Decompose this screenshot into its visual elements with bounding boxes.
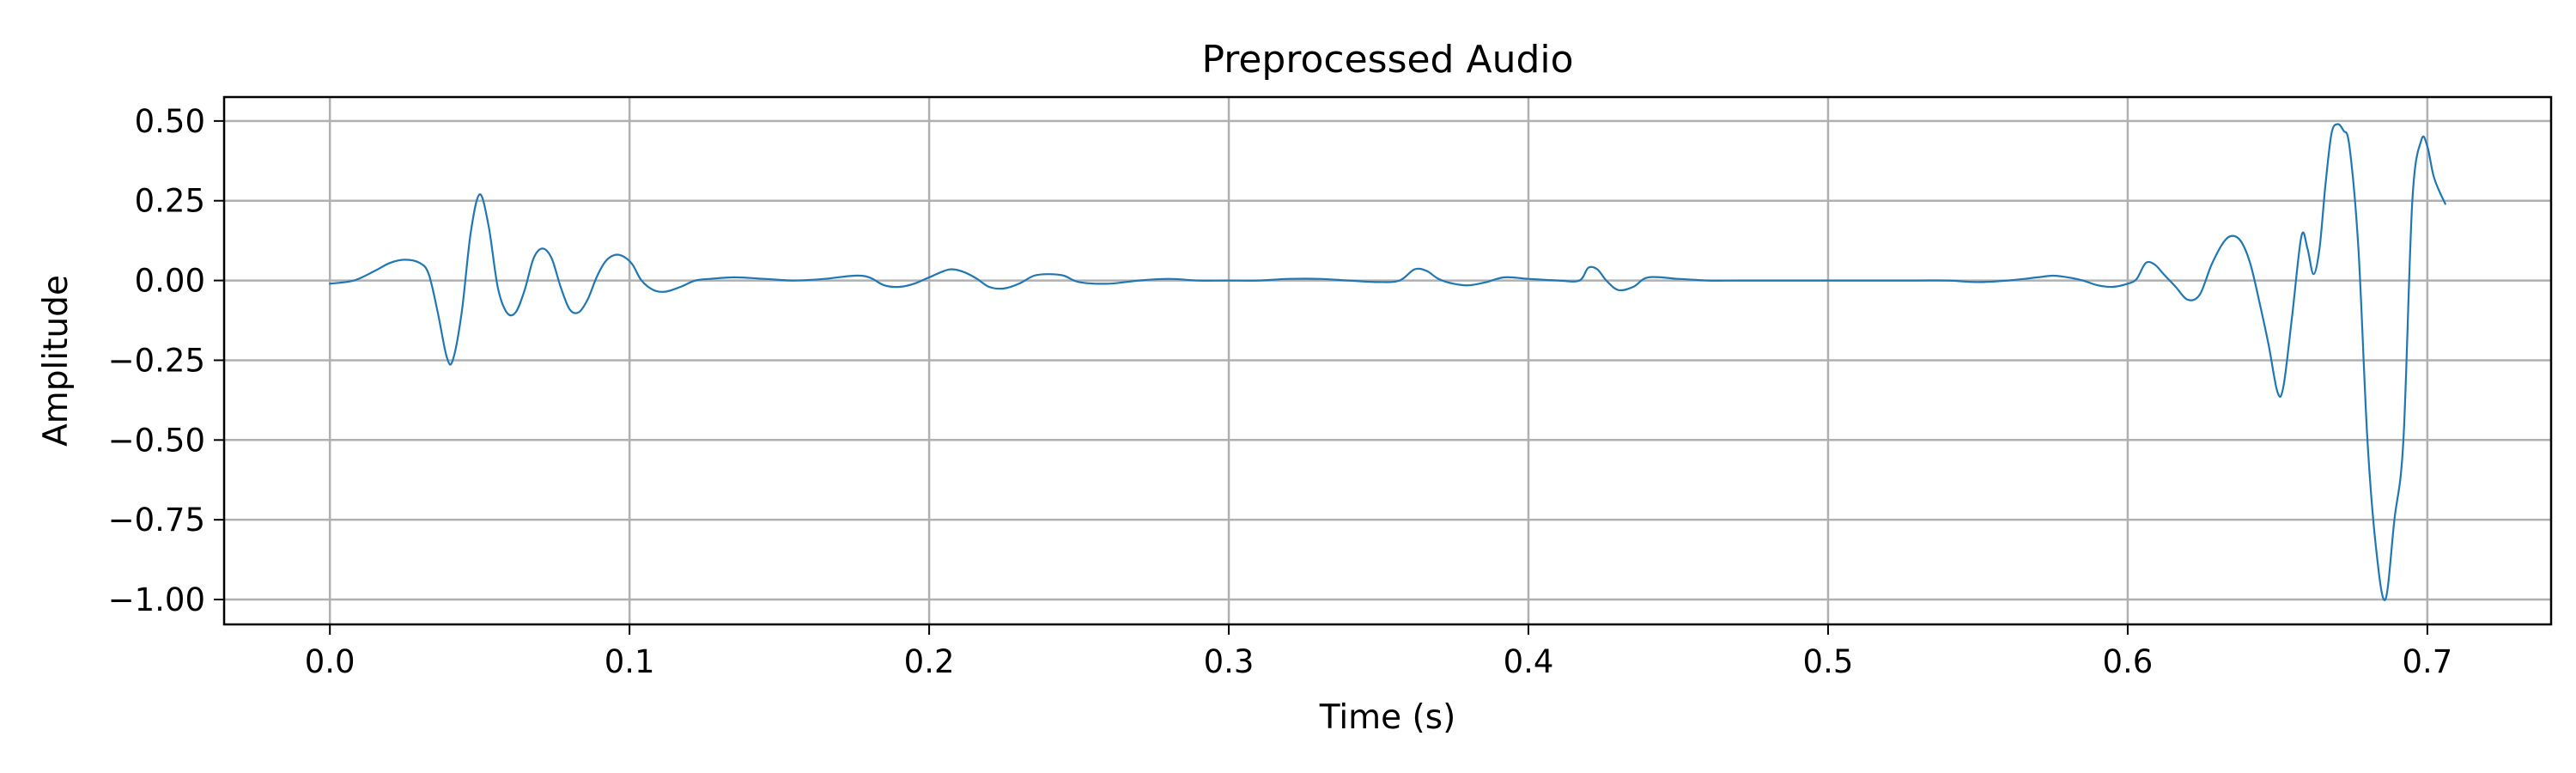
y-tick-label: −0.75 xyxy=(108,502,205,539)
series-line xyxy=(329,123,2446,601)
y-axis-label: Amplitude xyxy=(37,275,76,447)
series-layer xyxy=(329,123,2446,601)
x-tick-label: 0.4 xyxy=(1504,643,1554,680)
x-tick-label: 0.5 xyxy=(1803,643,1854,680)
grid xyxy=(224,97,2551,624)
y-tick-label: 0.50 xyxy=(135,103,205,140)
x-axis-label: Time (s) xyxy=(1319,698,1456,737)
y-tick-label: −1.00 xyxy=(108,581,205,618)
chart-title: Preprocessed Audio xyxy=(1201,38,1573,82)
x-tick-label: 0.3 xyxy=(1204,643,1255,680)
y-tick-label: −0.25 xyxy=(108,342,205,379)
y-tick-label: 0.00 xyxy=(135,263,205,300)
y-axis: 0.50 0.25 0.00 −0.25 −0.50 −0.75 −1.00 xyxy=(108,103,224,618)
x-tick-label: 0.7 xyxy=(2402,643,2452,680)
x-axis: 0.0 0.1 0.2 0.3 0.4 0.5 0.6 0.7 xyxy=(305,624,2452,680)
y-tick-label: 0.25 xyxy=(135,183,205,220)
y-tick-label: −0.50 xyxy=(108,422,205,459)
x-tick-label: 0.2 xyxy=(904,643,955,680)
x-tick-label: 0.1 xyxy=(605,643,655,680)
x-tick-label: 0.0 xyxy=(305,643,355,680)
x-tick-label: 0.6 xyxy=(2103,643,2154,680)
